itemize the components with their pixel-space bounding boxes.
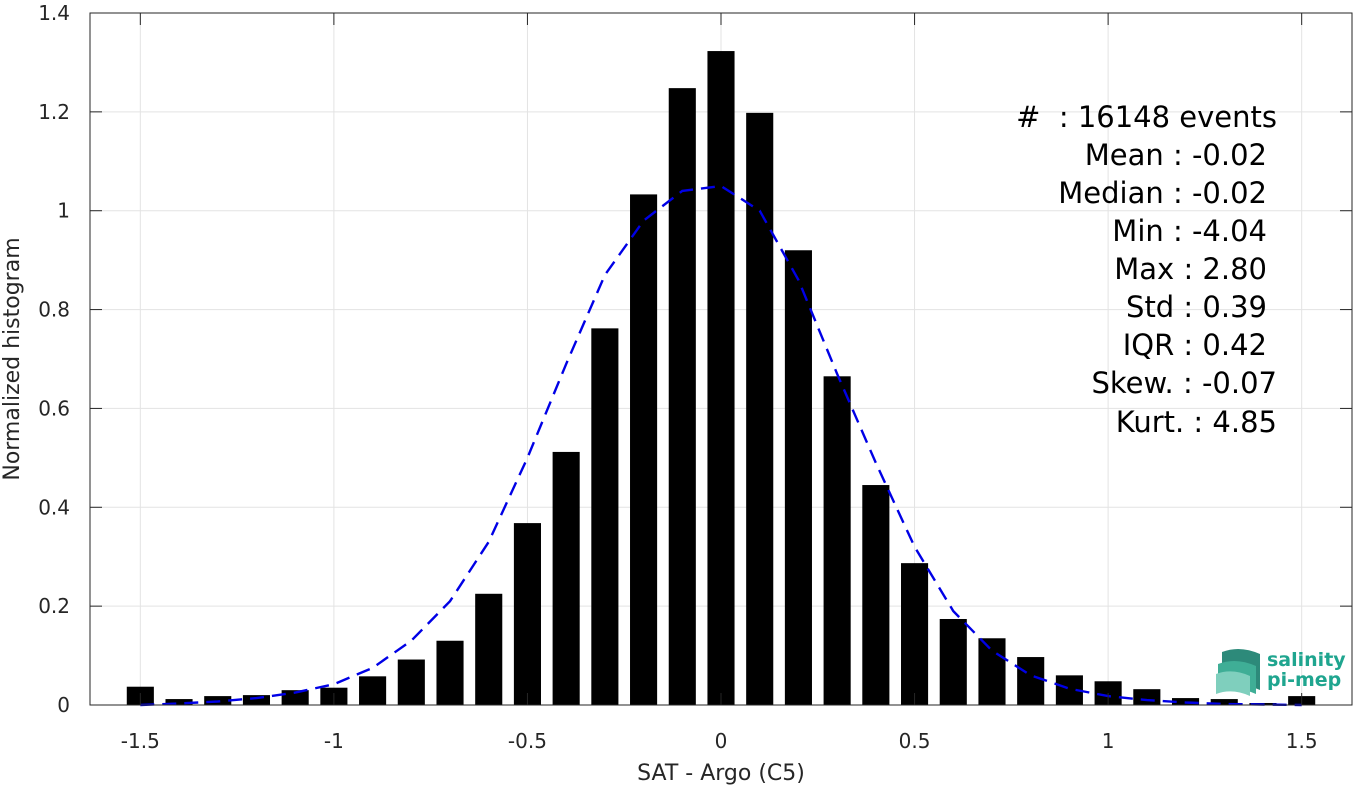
histogram-bar: [281, 690, 309, 705]
stat-max: Max : 2.80: [1114, 252, 1267, 286]
histogram-bar: [668, 88, 696, 706]
stats-box: # : 16148 events Mean : -0.02 Median : -…: [1016, 100, 1277, 439]
y-tick-label: 0.4: [38, 495, 70, 519]
histogram-bar: [397, 659, 425, 705]
stat-iqr: IQR : 0.42: [1123, 328, 1267, 362]
histogram-bar: [784, 250, 812, 705]
stat-min: Min : -4.04: [1112, 214, 1267, 248]
x-tick-label: -1.5: [121, 729, 160, 753]
logo-line-2: pi-mep: [1267, 669, 1341, 691]
x-tick-labels: -1.5 -1 -0.5 0 0.5 1 1.5: [121, 729, 1318, 753]
y-tick-label: 0.2: [38, 594, 70, 618]
x-axis-label: SAT - Argo (C5): [637, 761, 805, 786]
y-tick-label: 0.8: [38, 298, 70, 322]
axis-ticks: [90, 12, 1352, 706]
y-tick-label: 0: [57, 693, 70, 717]
histogram-bar: [165, 699, 193, 705]
salinity-pi-mep-logo: salinity pi-mep: [1216, 648, 1346, 696]
y-axis-label: Normalized histogram: [0, 237, 25, 480]
x-tick-label: -0.5: [508, 729, 547, 753]
stat-count: # : 16148 events: [1016, 100, 1277, 134]
histogram-bar: [862, 485, 890, 705]
histogram-bar: [746, 112, 774, 706]
y-tick-label: 1.4: [38, 1, 70, 25]
stat-std: Std : 0.39: [1126, 290, 1267, 324]
x-tick-label: 1.5: [1286, 729, 1318, 753]
histogram-bar: [513, 523, 541, 705]
histogram-bar: [707, 51, 735, 706]
stat-mean: Mean : -0.02: [1085, 138, 1267, 172]
stat-median: Median : -0.02: [1058, 176, 1267, 210]
histogram-bar: [242, 695, 271, 705]
histogram-bar: [1133, 689, 1161, 705]
x-tick-label: 1: [1102, 729, 1115, 753]
histogram-bar: [359, 676, 387, 705]
logo-waves-icon: [1216, 648, 1260, 696]
y-tick-label: 1.2: [38, 100, 70, 124]
histogram-bar: [630, 194, 658, 705]
x-tick-label: 0.5: [899, 729, 931, 753]
logo-line-1: salinity: [1267, 649, 1346, 671]
y-tick-label: 0.6: [38, 396, 70, 420]
histogram-bar: [939, 618, 967, 705]
histogram-bar: [1210, 699, 1238, 705]
histogram-bar: [475, 593, 503, 705]
x-tick-label: 0: [715, 729, 728, 753]
y-tick-labels: 0 0.2 0.4 0.6 0.8 1 1.2 1.4: [38, 1, 70, 717]
histogram-bar: [591, 328, 619, 705]
y-tick-label: 1: [57, 199, 70, 223]
histogram-bars: [126, 51, 1316, 706]
histogram-bar: [823, 376, 851, 705]
histogram-bar: [1017, 657, 1045, 705]
histogram-bar: [436, 640, 464, 705]
stat-skew: Skew. : -0.07: [1091, 366, 1277, 400]
histogram-bar: [901, 563, 929, 705]
histogram-bar: [552, 451, 580, 705]
stat-kurt: Kurt. : 4.85: [1116, 405, 1277, 439]
histogram-bar: [978, 638, 1006, 705]
x-tick-label: -1: [324, 729, 344, 753]
